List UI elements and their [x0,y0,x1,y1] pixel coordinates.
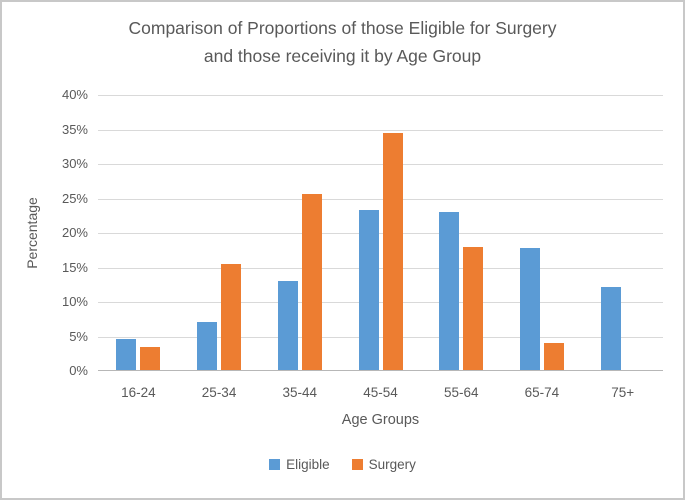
y-tick-label-20: 20% [61,225,88,240]
y-tick-label-5: 5% [69,328,88,344]
bar-eligible-25-34 [197,322,218,370]
plot-area [98,95,663,371]
chart-title-line-1: Comparison of Proportions of those Eligi… [128,18,557,38]
y-tick-label-0: 0% [69,363,88,378]
x-tick-label-16-24: 16-24 [121,385,156,400]
y-tick-label-35: 35% [61,121,88,137]
legend: Eligible Surgery [2,457,683,472]
legend-item-surgery: Surgery [351,457,416,472]
x-tick-label-25-34: 25-34 [201,385,237,400]
legend-swatch-eligible [269,459,281,470]
gridline-30 [98,164,663,165]
bar-eligible-55-64 [439,212,460,370]
gridline-25 [98,198,663,200]
legend-label-surgery: Surgery [368,457,416,472]
bar-eligible-75+ [600,287,621,370]
bar-surgery-45-54 [382,133,403,370]
gridline-40 [98,95,663,96]
gridline-20 [98,233,663,234]
bar-eligible-16-24 [116,338,137,370]
chart-title-line-2: and those receiving it by Age Group [203,46,482,66]
gridline-35 [98,129,663,131]
x-tick-label-35-44: 35-44 [282,385,318,400]
gridline-10 [98,302,663,303]
x-axis-title: Age Groups [341,412,420,428]
bar-eligible-65-74 [519,247,540,370]
y-tick-label-25: 25% [61,190,88,206]
bar-surgery-65-74 [543,343,564,370]
gridline-5 [98,336,663,338]
bar-eligible-35-44 [277,281,298,370]
x-tick-label-45-54: 45-54 [363,385,398,400]
x-tick-label-65-74: 65-74 [524,385,560,400]
y-tick-label-40: 40% [61,87,88,102]
y-tick-label-30: 30% [61,156,88,171]
legend-label-eligible: Eligible [286,457,330,472]
legend-swatch-surgery [351,459,363,470]
bar-surgery-16-24 [140,346,161,370]
chart-title: Comparison of Proportions of those Eligi… [2,14,683,70]
legend-item-eligible: Eligible [269,457,330,472]
x-tick-label-55-64: 55-64 [443,385,479,400]
bar-surgery-25-34 [221,264,242,370]
bar-eligible-45-54 [358,209,379,370]
bar-surgery-55-64 [463,246,484,370]
x-tick-label-75+: 75+ [611,385,635,400]
bar-surgery-35-44 [301,194,322,370]
y-tick-label-15: 15% [61,259,88,275]
gridline-15 [98,267,663,269]
y-tick-label-10: 10% [61,294,88,309]
